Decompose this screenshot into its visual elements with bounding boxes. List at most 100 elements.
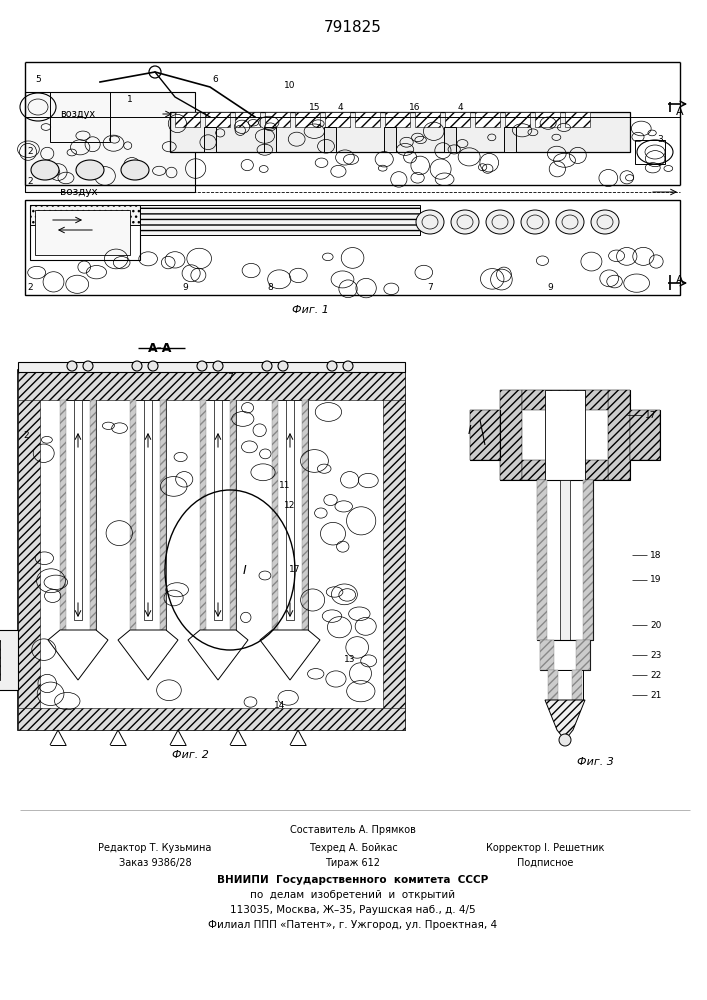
Bar bbox=[200, 400, 206, 640]
Text: 11: 11 bbox=[279, 481, 291, 489]
Bar bbox=[74, 400, 82, 620]
Text: Филиал ППП «Патент», г. Ужгород, ул. Проектная, 4: Филиал ППП «Патент», г. Ужгород, ул. Про… bbox=[209, 920, 498, 930]
Bar bbox=[630, 410, 660, 460]
Text: воздух: воздух bbox=[60, 109, 95, 119]
Bar bbox=[470, 410, 500, 460]
Bar bbox=[204, 127, 216, 152]
Text: 20: 20 bbox=[650, 620, 661, 630]
Bar bbox=[302, 400, 308, 640]
Bar bbox=[470, 410, 500, 460]
Ellipse shape bbox=[132, 361, 142, 371]
Ellipse shape bbox=[121, 160, 149, 180]
Ellipse shape bbox=[148, 361, 158, 371]
Text: 12: 12 bbox=[284, 500, 296, 510]
Text: 9: 9 bbox=[182, 282, 188, 292]
Text: Корректор I. Решетник: Корректор I. Решетник bbox=[486, 843, 604, 853]
Bar bbox=[272, 400, 308, 640]
Text: 2: 2 bbox=[27, 147, 33, 156]
Text: Редактор Т. Кузьмина: Редактор Т. Кузьмина bbox=[98, 843, 211, 853]
Bar bbox=[540, 640, 554, 670]
Text: Подписное: Подписное bbox=[517, 858, 573, 868]
Bar bbox=[214, 400, 222, 620]
Bar bbox=[50, 92, 110, 142]
Text: 7: 7 bbox=[227, 373, 233, 382]
Bar bbox=[475, 112, 500, 127]
Bar bbox=[264, 127, 276, 152]
Text: ВНИИПИ  Государственного  комитета  СССР: ВНИИПИ Государственного комитета СССР bbox=[217, 875, 489, 885]
Bar bbox=[205, 112, 230, 127]
Bar bbox=[60, 400, 66, 640]
Text: А-А: А-А bbox=[148, 342, 173, 355]
Bar bbox=[540, 640, 590, 670]
Ellipse shape bbox=[486, 210, 514, 234]
Bar bbox=[522, 460, 608, 480]
Bar bbox=[18, 362, 405, 372]
Bar bbox=[635, 140, 665, 164]
Bar bbox=[445, 112, 470, 127]
Bar bbox=[25, 200, 680, 295]
Bar bbox=[535, 112, 560, 127]
Text: Составитель А. Прямков: Составитель А. Прямков bbox=[290, 825, 416, 835]
Bar bbox=[140, 205, 420, 235]
Ellipse shape bbox=[327, 361, 337, 371]
Text: Фиг. 3: Фиг. 3 bbox=[577, 757, 614, 767]
Bar bbox=[18, 370, 40, 730]
Text: 2: 2 bbox=[23, 430, 29, 440]
Text: 19: 19 bbox=[650, 576, 662, 584]
Bar bbox=[548, 670, 558, 700]
Bar bbox=[545, 390, 585, 480]
Bar bbox=[565, 112, 590, 127]
Text: Фиг. 1: Фиг. 1 bbox=[291, 305, 329, 315]
Bar bbox=[500, 390, 630, 480]
Ellipse shape bbox=[416, 210, 444, 234]
Bar bbox=[272, 400, 278, 640]
Text: 4: 4 bbox=[337, 104, 343, 112]
Text: 9: 9 bbox=[547, 282, 553, 292]
Bar bbox=[324, 127, 336, 152]
Ellipse shape bbox=[31, 160, 59, 180]
Bar bbox=[608, 390, 630, 480]
Text: Техред А. Бойкас: Техред А. Бойкас bbox=[309, 843, 397, 853]
Polygon shape bbox=[48, 630, 108, 680]
Ellipse shape bbox=[556, 210, 584, 234]
Text: 10: 10 bbox=[284, 82, 296, 91]
Bar bbox=[383, 370, 405, 730]
Ellipse shape bbox=[278, 361, 288, 371]
Bar bbox=[18, 370, 405, 400]
Bar bbox=[572, 670, 582, 700]
Text: 17: 17 bbox=[289, 566, 300, 574]
Text: I: I bbox=[468, 424, 472, 436]
Text: 16: 16 bbox=[409, 104, 421, 112]
Bar bbox=[18, 708, 405, 730]
Text: 18: 18 bbox=[650, 550, 662, 560]
Polygon shape bbox=[118, 630, 178, 680]
Bar bbox=[25, 92, 195, 192]
Ellipse shape bbox=[521, 210, 549, 234]
Text: I: I bbox=[243, 564, 247, 576]
Bar bbox=[537, 480, 593, 640]
Bar bbox=[265, 112, 290, 127]
Polygon shape bbox=[260, 630, 320, 680]
Text: 8: 8 bbox=[267, 282, 273, 292]
Ellipse shape bbox=[213, 361, 223, 371]
Ellipse shape bbox=[262, 361, 272, 371]
Text: 791825: 791825 bbox=[324, 20, 382, 35]
Ellipse shape bbox=[451, 210, 479, 234]
Bar bbox=[170, 112, 630, 152]
Text: 2: 2 bbox=[27, 282, 33, 292]
Bar bbox=[286, 400, 294, 620]
Bar bbox=[90, 400, 96, 640]
Text: 23: 23 bbox=[650, 650, 661, 660]
Text: Заказ 9386/28: Заказ 9386/28 bbox=[119, 858, 192, 868]
Text: 4: 4 bbox=[457, 104, 463, 112]
Text: воздух: воздух bbox=[60, 187, 98, 197]
Bar bbox=[583, 480, 593, 640]
Bar bbox=[130, 400, 166, 640]
Bar bbox=[504, 127, 516, 152]
Text: 21: 21 bbox=[650, 690, 661, 700]
Text: по  делам  изобретений  и  открытий: по делам изобретений и открытий bbox=[250, 890, 455, 900]
Text: 1: 1 bbox=[127, 96, 133, 104]
Text: 13: 13 bbox=[344, 656, 356, 664]
Ellipse shape bbox=[343, 361, 353, 371]
Bar bbox=[505, 112, 530, 127]
